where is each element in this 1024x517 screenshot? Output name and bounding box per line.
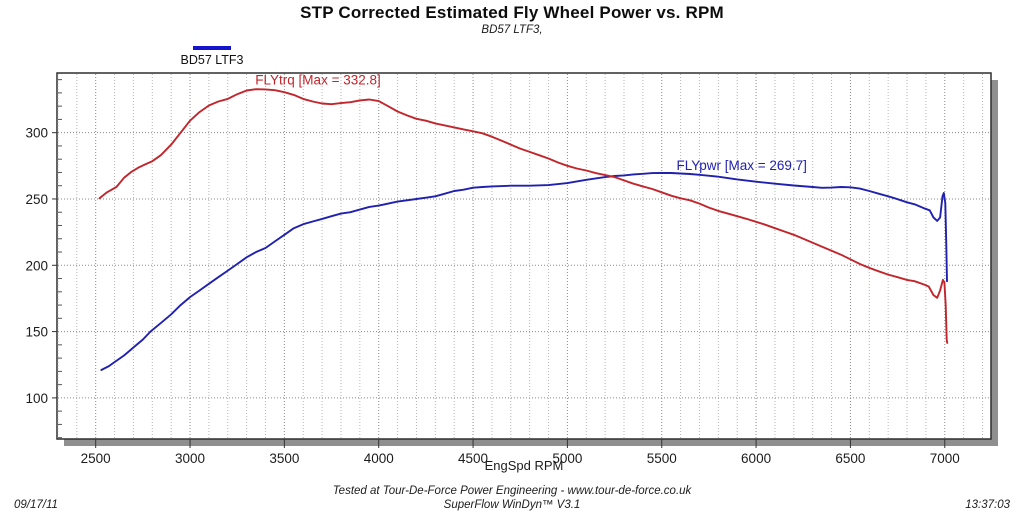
x-tick-label: 6000 [741,451,771,466]
legend-line-swatch [193,46,231,50]
y-tick-label: 100 [25,391,48,406]
x-tick-label: 2500 [81,451,111,466]
date-stamp: 09/17/11 [14,499,58,511]
x-axis-title: EngSpd RPM [484,458,564,473]
flytrq-max-label: FLYtrq [Max = 332.8] [255,72,380,87]
legend: BD57 LTF3 [177,46,247,67]
y-tick-label: 300 [25,126,48,141]
legend-label: BD57 LTF3 [180,53,244,67]
flytrq-curve [98,88,949,344]
x-tick-label: 7000 [930,451,960,466]
chart-title: STP Corrected Estimated Fly Wheel Power … [300,3,724,22]
y-tick-label: 200 [25,258,48,273]
footer-tested-at: Tested at Tour-De-Force Power Engineerin… [332,485,692,497]
x-tick-label: 5000 [552,451,582,466]
time-stamp: 13:37:03 [965,499,1010,511]
chart-subtitle: BD57 LTF3, [481,24,543,36]
x-tick-label: 5500 [647,451,677,466]
y-tick-label: 150 [25,325,48,340]
x-tick-label: 4000 [364,451,394,466]
flypwr-curve [100,171,948,371]
x-tick-label: 4500 [458,451,488,466]
x-tick-label: 3500 [269,451,299,466]
flypwr-max-label: FLYpwr [Max = 269.7] [676,158,806,173]
footer-software-version: SuperFlow WinDyn™ V3.1 [443,499,581,511]
y-tick-label: 250 [25,192,48,207]
plot-panel [56,72,992,440]
x-tick-label: 3000 [175,451,205,466]
x-tick-label: 6500 [835,451,865,466]
